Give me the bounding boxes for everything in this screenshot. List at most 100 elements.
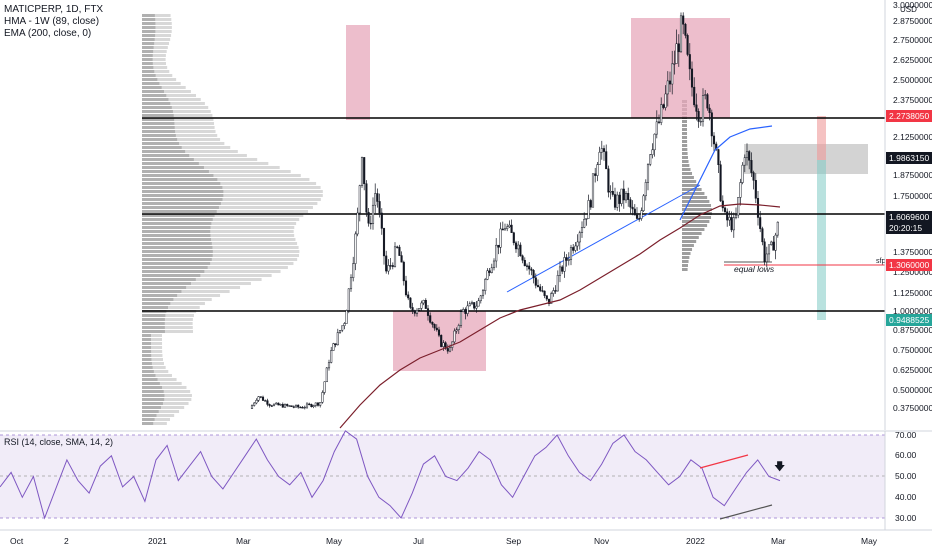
volume-profile-bar [682,156,688,159]
candle-body [479,295,482,302]
candle-body [521,255,524,261]
volume-profile-bar [142,306,200,309]
candle-body [622,188,625,201]
rsi-axis[interactable]: 70.00 60.00 50.00 40.00 30.00 [884,430,917,530]
candle-body [283,404,287,408]
candle-body [563,257,566,272]
volume-profile-bar [142,150,238,153]
price-tick-label: 0.8750000 [893,325,932,335]
volume-profile-bar [142,278,196,281]
candle-body [393,246,397,267]
volume-profile-bar [142,46,168,49]
price-badge-bg [886,211,932,223]
candle-body [556,275,559,292]
candle-body [770,241,773,246]
candle-body [385,255,388,272]
candle-body [706,94,709,109]
annotation-equal-lows: equal lows [734,264,775,274]
candle-body [660,104,663,123]
price-badge-bg [886,152,932,164]
volume-profile-bar [142,222,212,225]
volume-profile-bar [682,144,688,147]
volume-profile-bar [142,118,175,121]
candle-body [600,148,603,153]
candle-body [261,396,265,401]
legend-ema[interactable]: EMA (200, close, 0) [4,28,92,39]
volume-profile-bar [142,374,156,377]
candle-body [413,310,416,314]
candle-body [250,405,254,409]
volume-profile-bar [142,402,163,405]
volume-profile-bar [142,142,180,145]
candle-body [550,293,553,304]
candle-body [382,228,386,257]
volume-profile-bar [142,354,152,357]
candle-body [635,214,639,219]
legend-symbol[interactable]: MATICPERP, 1D, FTX [4,4,104,15]
volume-profile-bar [142,122,215,125]
candle-body [484,279,487,291]
volume-profile-bar [682,184,699,187]
volume-profile-bar [142,90,164,93]
price-axis[interactable]: 3.0000000 2.8750000 2.7500000 2.6250000 2.50… [884,0,932,430]
candle-body [420,302,423,309]
volume-profile-bar [682,148,688,151]
volume-profile-bar [142,350,152,353]
volume-profile-bar [142,42,170,45]
candle-body [646,164,650,183]
candle-body [754,180,757,199]
candle-body [277,402,280,406]
volume-profile-bar [142,246,213,249]
volume-profile-bar [142,230,294,233]
volume-profile-bar [142,414,157,417]
legend-hma[interactable]: HMA - 1W (89, close) [4,16,100,27]
volume-profile-bar [142,334,152,337]
volume-profile-bar [142,38,171,41]
candle-body [576,241,579,247]
candle-body [616,194,619,208]
candle-body [640,210,643,219]
candle-body [596,164,599,176]
volume-profile-bar [142,22,172,25]
candle-body [321,392,324,403]
candle-body [310,404,313,407]
volume-profile-bar [142,286,241,289]
candle-body [257,396,260,401]
time-tick-label: Oct [10,536,24,546]
volume-profile-bar [142,42,155,45]
volume-profile-bar [142,190,323,193]
time-tick-label: 2 [64,536,69,546]
volume-profile-bar [142,334,163,337]
volume-profile-bar [142,282,251,285]
volume-profile-bar [682,152,688,155]
volume-profile-bar [142,322,165,325]
volume-profile-bar [142,194,323,197]
candle-body [618,194,621,204]
volume-profile-bar [142,58,166,61]
volume-profile-bar [142,62,166,65]
candle-body [726,211,729,221]
rsi-legend[interactable]: RSI (14, close, SMA, 14, 2) [4,437,114,447]
candle-body [495,244,498,262]
volume-profile-bar [142,14,171,17]
time-tick-label: Nov [594,536,610,546]
candle-body [748,151,751,161]
candle-body [679,15,683,53]
volume-profile-bar [142,314,166,317]
volume-profile-bar [142,374,172,377]
volume-profile [142,14,712,425]
volume-profile-bar [142,34,156,37]
volume-profile-bar [142,70,155,73]
candle-body [514,242,518,250]
candle-body [761,228,764,243]
volume-profile-bar [682,240,697,243]
price-axis-unit: USD [900,5,917,14]
candle-body [530,268,533,271]
candle-body [541,290,544,292]
candle-body [475,305,478,309]
candle-body [297,404,300,408]
candle-body [741,164,744,183]
time-axis[interactable]: Oct 2 2021 Mar May Jul Sep Nov 2022 Mar May [0,529,932,546]
candle-body [558,266,562,276]
candle-body [334,343,337,346]
